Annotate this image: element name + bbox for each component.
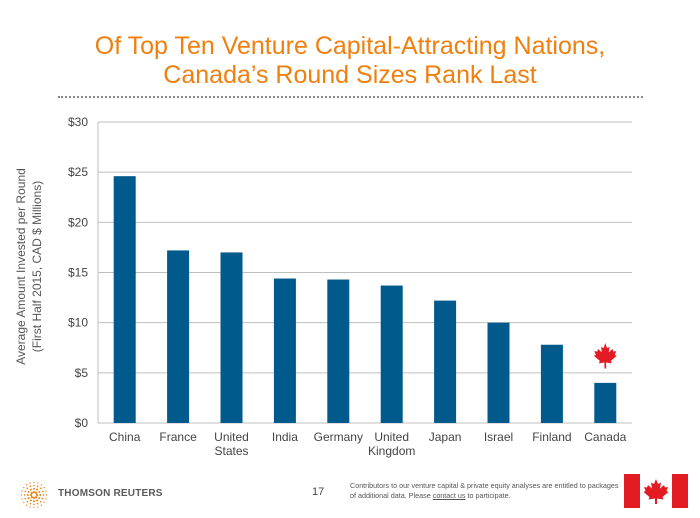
y-tick-label: $25	[68, 165, 88, 179]
x-tick-label: Japan	[429, 430, 462, 444]
x-tick-label: Finland	[532, 430, 571, 444]
bar	[220, 252, 243, 423]
maple-leaf-icon	[593, 343, 617, 369]
contact-us-link[interactable]: contact us	[432, 491, 466, 500]
x-tick-label: United Kingdom	[368, 430, 415, 458]
x-tick-label: Canada	[584, 430, 626, 444]
bar	[487, 322, 510, 423]
bar	[540, 344, 563, 423]
bar	[434, 300, 457, 423]
bar-chart: $0 $5 $10 $15 $20 $25 $30 China France United Sta…	[14, 115, 632, 458]
y-axis-label: Average Amount Invested per Round (First…	[14, 168, 44, 365]
y-tick-label: $30	[68, 115, 88, 129]
x-tick-label: India	[272, 430, 298, 444]
x-tick-label: Israel	[484, 430, 513, 444]
y-tick-label: $15	[68, 266, 88, 280]
x-axis-tick-labels: China France United States India Germany Unite…	[109, 430, 627, 458]
footer-note-suffix: to participate.	[465, 491, 511, 500]
y-tick-label: $10	[68, 316, 88, 330]
x-tick-label: United States	[214, 430, 249, 458]
y-axis-label-line-1: Average Amount Invested per Round	[14, 168, 28, 365]
bars	[113, 176, 617, 423]
footer-note: Contributors to our venture capital & pr…	[350, 481, 620, 501]
bar	[380, 285, 403, 423]
brand-name: THOMSON REUTERS	[58, 488, 163, 499]
canada-flag-icon	[624, 474, 688, 508]
title-divider	[58, 96, 643, 98]
slide-title-line-1: Of Top Ten Venture Capital-Attracting Na…	[94, 32, 606, 60]
x-tick-label: Germany	[314, 430, 363, 444]
bar	[327, 279, 350, 423]
maple-leaf-shape	[593, 343, 617, 369]
bar	[167, 250, 190, 423]
slide-title-line-2: Canada’s Round Sizes Rank Last	[163, 61, 537, 89]
bar	[273, 278, 296, 423]
page-number: 17	[312, 486, 325, 498]
thomson-reuters-dots-icon	[20, 482, 48, 508]
y-axis-tick-labels: $0 $5 $10 $15 $20 $25 $30	[68, 115, 88, 430]
y-tick-label: $0	[75, 416, 89, 430]
bar	[594, 382, 617, 423]
y-tick-label: $20	[68, 215, 88, 229]
bar	[113, 176, 136, 423]
y-axis-label-line-2: (First Half 2015, CAD $ Millions)	[30, 181, 44, 352]
x-tick-label: France	[159, 430, 197, 444]
footer-note-prefix: Contributors to our venture capital & pr…	[350, 481, 619, 500]
y-tick-label: $5	[75, 366, 89, 380]
slide-title: Of Top Ten Venture Capital-Attracting Na…	[0, 32, 700, 90]
x-tick-label: China	[109, 430, 141, 444]
